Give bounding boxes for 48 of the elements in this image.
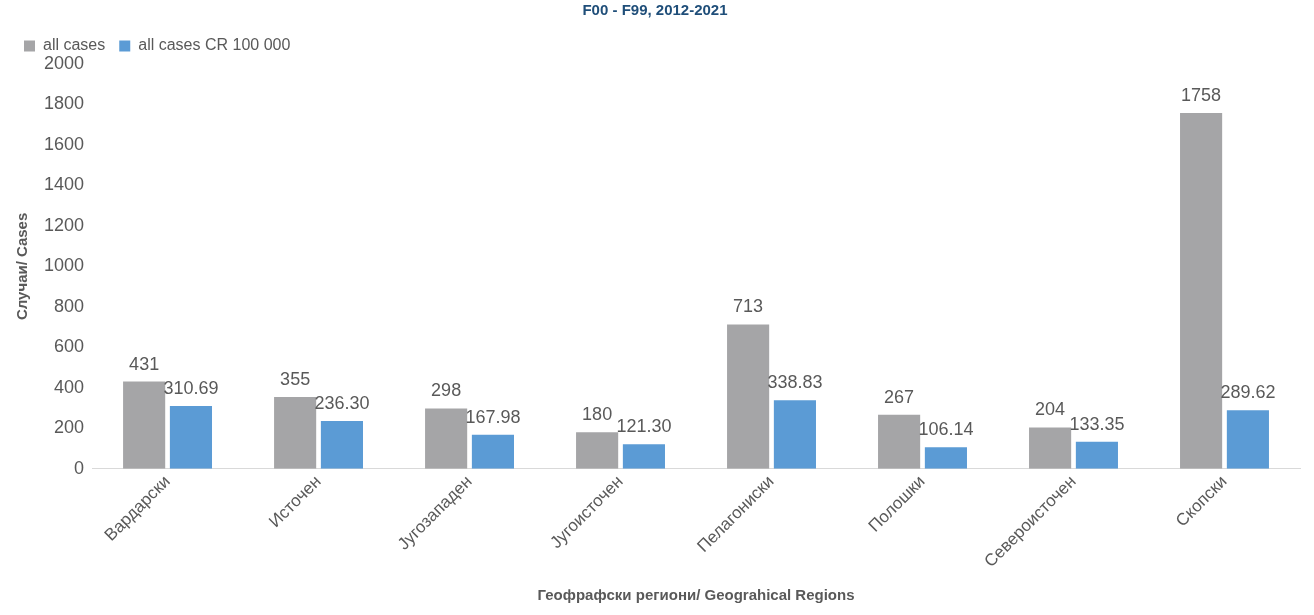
bar [274,396,317,469]
data-label: 121.30 [616,416,672,437]
bar [471,434,514,469]
bar [727,324,770,469]
data-label: 106.14 [918,419,974,440]
data-label: 236.30 [314,392,370,413]
bar [1180,112,1223,469]
y-tick-label: 1200 [44,214,85,235]
data-label: 431 [129,353,160,374]
y-tick-label: 0 [74,457,85,478]
bar [169,405,213,469]
y-tick-label: 200 [54,417,85,438]
y-tick-label: 1000 [44,255,85,276]
bar [1029,427,1072,469]
y-tick-label: 1400 [44,174,85,195]
y-tick-label: 2000 [44,52,85,73]
data-label: 167.98 [465,406,521,427]
y-tick-label: 1600 [44,133,85,154]
data-label: 355 [280,368,311,389]
chart-title: F00 - F99, 2012-2021 [582,1,728,19]
data-label: 267 [884,386,915,407]
y-tick-label: 400 [54,376,85,397]
bar [1075,441,1118,469]
bar [123,381,166,469]
y-tick-label: 600 [54,336,85,357]
data-label: 713 [733,296,764,317]
bar [924,447,967,469]
bar [773,400,816,469]
bar [425,408,468,469]
bar [576,432,619,469]
bar [622,444,665,469]
y-tick-label: 800 [54,295,85,316]
data-label: 338.83 [767,372,823,393]
y-axis-title: Случаи/ Cases [13,212,31,321]
data-label: 180 [582,404,613,425]
bar [1226,410,1269,469]
data-label: 298 [431,380,462,401]
bar [878,414,921,469]
data-label: 1758 [1181,84,1222,105]
data-label: 204 [1035,399,1066,420]
data-label: 133.35 [1069,413,1125,434]
x-axis-title: Геофрафски региони/ Geograhical Regions [537,586,855,604]
y-tick-label: 1800 [44,93,85,114]
bar [320,420,363,469]
legend-label: all cases CR 100 000 [138,36,291,54]
data-label: 289.62 [1220,382,1276,403]
legend-label: all cases [43,36,106,54]
data-label: 310.69 [163,377,219,398]
